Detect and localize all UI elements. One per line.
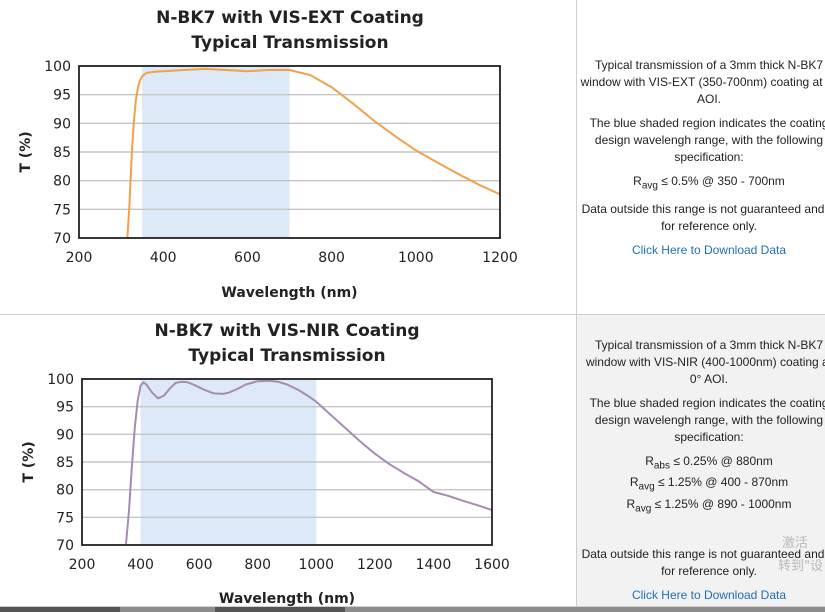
vis-ext-row: N-BK7 with VIS-EXT Coating Typical Transm… bbox=[0, 0, 825, 315]
vis-nir-spec: Rabs ≤ 0.25% @ 880nm Ravg ≤ 1.25% @ 400 … bbox=[580, 453, 825, 517]
vis-ext-description: Typical transmission of a 3mm thick N-BK… bbox=[580, 57, 825, 259]
vis-ext-chart-subtitle: Typical Transmission bbox=[191, 33, 388, 53]
vis-nir-y-tick-label: 95 bbox=[56, 400, 74, 416]
vis-nir-x-tick-label: 1600 bbox=[474, 557, 510, 573]
vis-ext-x-tick-label: 800 bbox=[318, 250, 345, 266]
watermark-line: 激活 bbox=[782, 536, 809, 551]
vis-ext-x-tick-label: 600 bbox=[234, 250, 261, 266]
vis-nir-row: N-BK7 with VIS-NIR Coating Typical Transm… bbox=[0, 315, 825, 607]
vis-nir-y-tick-label: 100 bbox=[47, 372, 74, 388]
vis-ext-y-tick-label: 90 bbox=[53, 116, 71, 132]
vis-ext-x-axis-label: Wavelength (nm) bbox=[221, 285, 357, 301]
vis-nir-spec-line: Rabs ≤ 0.25% @ 880nm bbox=[645, 454, 773, 472]
vis-nir-x-axis-label: Wavelength (nm) bbox=[219, 591, 355, 607]
vis-nir-x-tick-label: 800 bbox=[244, 557, 271, 573]
vis-ext-spec-line: Ravg ≤ 0.5% @ 350 - 700nm bbox=[633, 174, 785, 192]
vis-ext-x-tick-label: 1000 bbox=[398, 250, 434, 266]
vis-nir-description: Typical transmission of a 3mm thick N-BK… bbox=[580, 337, 825, 604]
vis-nir-desc-shaded-note: The blue shaded region indicates the coa… bbox=[589, 396, 825, 444]
taskbar-strip bbox=[0, 607, 825, 612]
vis-nir-chart-title: N-BK7 with VIS-NIR Coating bbox=[154, 321, 419, 341]
vis-ext-x-tick-label: 400 bbox=[150, 250, 177, 266]
vis-ext-x-tick-label: 1200 bbox=[482, 250, 518, 266]
vis-nir-y-tick-label: 75 bbox=[56, 510, 74, 526]
vis-nir-spec-line: Ravg ≤ 1.25% @ 890 - 1000nm bbox=[626, 496, 792, 515]
vis-nir-download-link[interactable]: Click Here to Download Data bbox=[631, 588, 787, 603]
vis-ext-disclaimer: Data outside this range is not guarantee… bbox=[581, 202, 825, 234]
vis-ext-chart-title: N-BK7 with VIS-EXT Coating bbox=[156, 8, 424, 28]
vis-nir-chart-subtitle: Typical Transmission bbox=[188, 346, 385, 366]
vis-nir-y-tick-label: 90 bbox=[56, 427, 74, 443]
vis-ext-y-tick-label: 75 bbox=[53, 202, 71, 218]
vis-nir-y-axis-label: T (%) bbox=[21, 441, 37, 482]
vis-nir-x-tick-label: 200 bbox=[69, 557, 96, 573]
vis-ext-x-tick-label: 200 bbox=[66, 250, 93, 266]
vis-ext-plot-frame bbox=[78, 65, 501, 239]
vis-ext-chart-cell: N-BK7 with VIS-EXT Coating Typical Transm… bbox=[0, 0, 577, 314]
vis-ext-desc-text: Typical transmission of a 3mm thick N-BK… bbox=[580, 58, 825, 106]
vis-nir-x-tick-label: 400 bbox=[127, 557, 154, 573]
vis-ext-y-tick-label: 95 bbox=[53, 88, 71, 104]
vis-nir-desc-text: Typical transmission of a 3mm thick N-BK… bbox=[585, 338, 825, 386]
vis-nir-x-tick-label: 1400 bbox=[416, 557, 452, 573]
vis-ext-y-tick-label: 85 bbox=[53, 145, 71, 161]
vis-ext-download-link[interactable]: Click Here to Download Data bbox=[631, 243, 787, 258]
vis-nir-transmission-line bbox=[124, 379, 492, 545]
vis-ext-y-axis-label: T (%) bbox=[18, 131, 34, 172]
watermark-line: 转到"设 bbox=[778, 559, 823, 574]
vis-nir-chart: N-BK7 with VIS-NIR Coating Typical Transm… bbox=[21, 321, 510, 607]
vis-ext-spec: Ravg ≤ 0.5% @ 350 - 700nm bbox=[580, 173, 825, 194]
vis-ext-y-tick-label: 80 bbox=[53, 174, 71, 190]
vis-nir-plot-frame bbox=[81, 378, 493, 546]
vis-nir-x-tick-label: 1200 bbox=[357, 557, 393, 573]
vis-nir-y-tick-label: 85 bbox=[56, 455, 74, 471]
vis-nir-x-tick-label: 1000 bbox=[298, 557, 334, 573]
vis-nir-spec-line: Ravg ≤ 1.25% @ 400 - 870nm bbox=[629, 475, 789, 493]
vis-nir-y-tick-label: 70 bbox=[56, 538, 74, 554]
vis-ext-desc-shaded-note: The blue shaded region indicates the coa… bbox=[589, 116, 825, 164]
vis-nir-x-tick-label: 600 bbox=[186, 557, 213, 573]
vis-ext-y-tick-label: 100 bbox=[44, 59, 71, 75]
vis-ext-y-tick-label: 70 bbox=[53, 231, 71, 247]
vis-ext-transmission-line bbox=[126, 67, 500, 238]
vis-nir-disclaimer: Data outside this range is not guarantee… bbox=[581, 547, 825, 579]
vis-ext-chart: N-BK7 with VIS-EXT Coating Typical Transm… bbox=[18, 8, 518, 301]
vis-nir-chart-cell: N-BK7 with VIS-NIR Coating Typical Transm… bbox=[0, 315, 577, 607]
vis-nir-y-tick-label: 80 bbox=[56, 483, 74, 499]
